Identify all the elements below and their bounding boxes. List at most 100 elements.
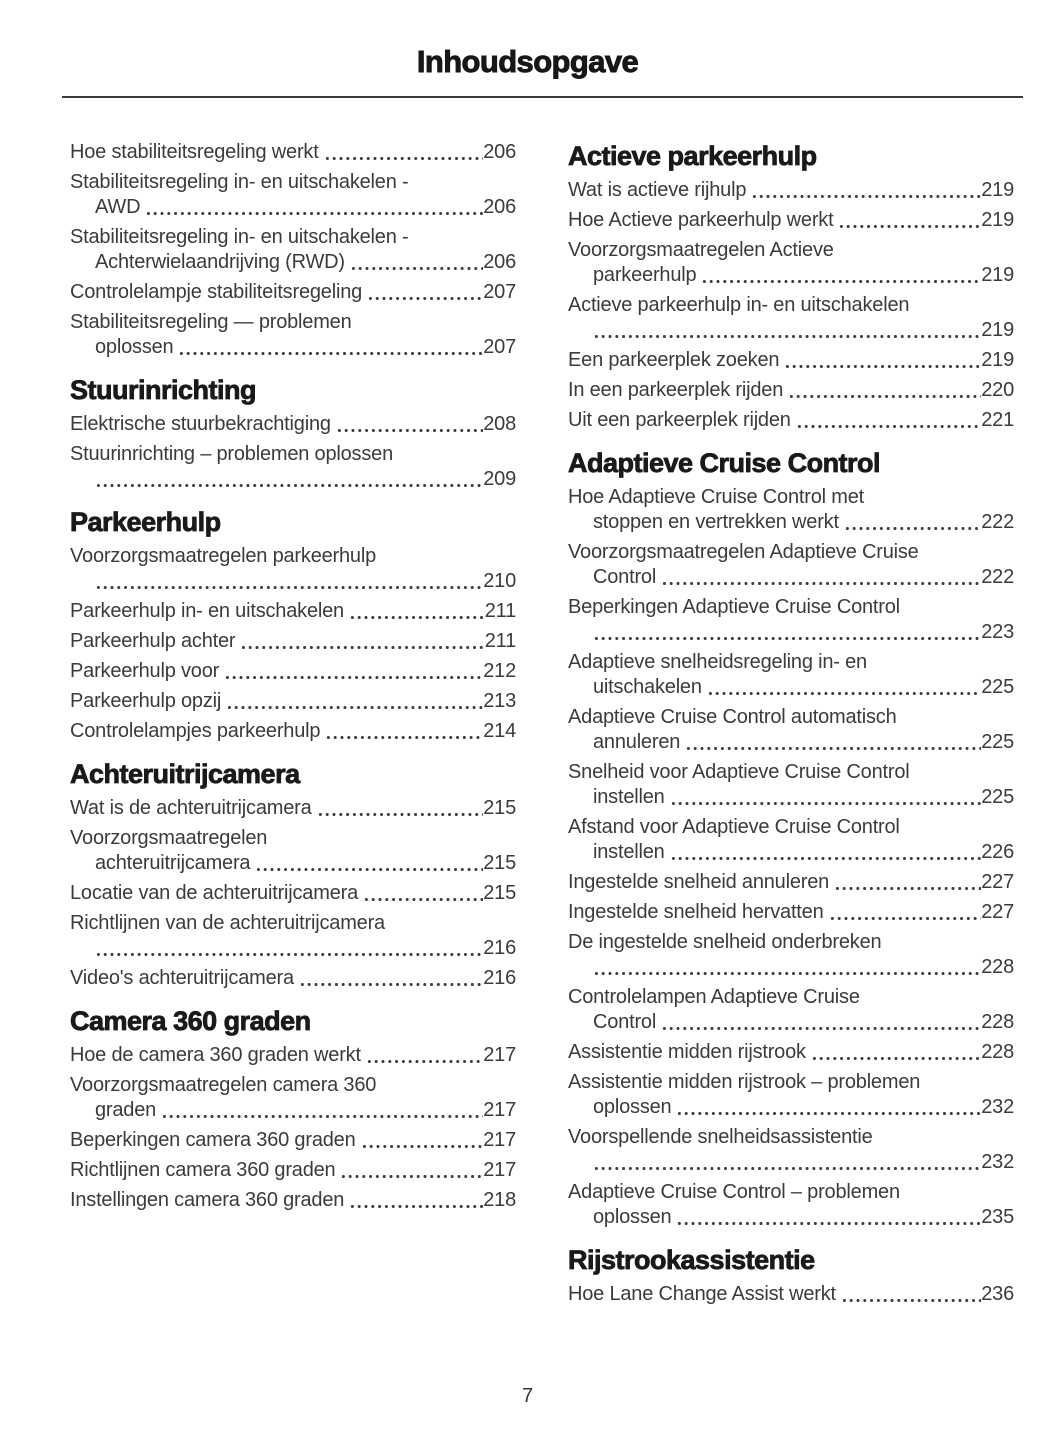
toc-entry-line: Een parkeerplek zoeken 219	[568, 348, 1014, 373]
dot-leader	[298, 966, 484, 991]
toc-entry: Hoe Actieve parkeerhulp werkt 219	[568, 208, 1014, 233]
toc-entry-page-number: 216	[483, 937, 516, 959]
toc-entry-line: Richtlijnen camera 360 graden 217	[70, 1158, 516, 1183]
dot-leader	[367, 280, 484, 305]
toc-entry-text: Assistentie midden rijstrook	[568, 1041, 806, 1063]
toc-entry-text: Een parkeerplek zoeken	[568, 349, 780, 371]
toc-entry-line: Video's achteruitrijcamera 216	[70, 966, 516, 991]
toc-entry-page-number: 207	[483, 336, 516, 358]
dot-leader	[360, 1128, 484, 1153]
toc-entry-line: Parkeerhulp opzij 213	[70, 689, 516, 714]
toc-entry-text: Locatie van de achteruitrijcamera	[70, 882, 358, 904]
toc-entry-line: Voorzorgsmaatregelen Adaptieve Cruise	[568, 540, 1014, 565]
toc-entry-continuation-line: 219	[568, 318, 1014, 343]
dot-leader	[349, 250, 484, 275]
dot-leader	[365, 1043, 484, 1068]
dot-leader	[178, 335, 484, 360]
toc-entry: Voorzorgsmaatregelen Actieve parkeerhulp 2…	[568, 238, 1014, 288]
toc-entry-line: Assistentie midden rijstrook – problemen	[568, 1070, 1014, 1095]
toc-entry: Actieve parkeerhulp in- en uitschakelen 2…	[568, 293, 1014, 343]
toc-entry: Parkeerhulp voor 212	[70, 659, 516, 684]
toc-entry: Stabiliteitsregeling — problemen oplossen…	[70, 310, 516, 360]
toc-entry-text: achteruitrijcamera	[95, 852, 251, 874]
toc-entry: Een parkeerplek zoeken 219	[568, 348, 1014, 373]
dot-leader	[95, 569, 484, 594]
dot-leader	[838, 208, 982, 233]
toc-entry: Assistentie midden rijstrook 228	[568, 1040, 1014, 1065]
dot-leader	[145, 195, 484, 220]
page-number: 7	[521, 1385, 534, 1407]
toc-entry-line: Assistentie midden rijstrook 228	[568, 1040, 1014, 1065]
toc-entry-page-number: 227	[981, 871, 1014, 893]
toc-entry-text: Achterwielaandrijving (RWD)	[95, 251, 345, 273]
toc-entry-text: uitschakelen	[593, 676, 702, 698]
toc-entry-text: Assistentie midden rijstrook – problemen	[568, 1071, 921, 1093]
toc-entry-text: oplossen	[593, 1096, 672, 1118]
toc-entry-text: Beperkingen Adaptieve Cruise Control	[568, 596, 900, 618]
toc-entry-page-number: 228	[981, 956, 1014, 978]
toc-entry-text: Stabiliteitsregeling in- en uitschakelen…	[70, 226, 409, 248]
toc-entry-line: Elektrische stuurbekrachtiging 208	[70, 412, 516, 437]
dot-leader	[161, 1098, 484, 1123]
toc-entry-line: Voorspellende snelheidsassistentie	[568, 1125, 1014, 1150]
toc-entry-line: Controlelampen Adaptieve Cruise	[568, 985, 1014, 1010]
toc-entry: Assistentie midden rijstrook – problemen…	[568, 1070, 1014, 1120]
dot-leader	[593, 955, 982, 980]
toc-entry-text: Wat is actieve rijhulp	[568, 179, 747, 201]
toc-entry-page-number: 220	[981, 379, 1014, 401]
dot-leader	[348, 599, 485, 624]
toc-entry: Richtlijnen camera 360 graden 217	[70, 1158, 516, 1183]
toc-entry-line: Hoe Lane Change Assist werkt 236	[568, 1282, 1014, 1307]
toc-entry-page-number: 235	[981, 1206, 1014, 1228]
toc-entry: In een parkeerplek rijden 220	[568, 378, 1014, 403]
toc-entry: Locatie van de achteruitrijcamera 215	[70, 881, 516, 906]
toc-entry: Snelheid voor Adaptieve Cruise Control in…	[568, 760, 1014, 810]
toc-entry-line: Locatie van de achteruitrijcamera 215	[70, 881, 516, 906]
dot-leader	[828, 900, 982, 925]
dot-leader	[255, 851, 484, 876]
toc-entry-page-number: 219	[981, 264, 1014, 286]
toc-entry-line: Parkeerhulp voor 212	[70, 659, 516, 684]
toc-entry: Adaptieve Cruise Control automatisch annu…	[568, 705, 1014, 755]
toc-entry-line: Hoe stabiliteitsregeling werkt 206	[70, 140, 516, 165]
toc-entry-continuation-line: 232	[568, 1150, 1014, 1175]
toc-entry-page-number: 219	[981, 349, 1014, 371]
toc-section-heading: Achteruitrijcamera	[70, 759, 301, 790]
toc-entry-page-number: 214	[483, 720, 516, 742]
toc-entry-page-number: 222	[981, 566, 1014, 588]
toc-entry-page-number: 215	[483, 882, 516, 904]
dot-leader	[810, 1040, 982, 1065]
toc-entry-page-number: 221	[981, 409, 1014, 431]
toc-entry-text: Parkeerhulp achter	[70, 630, 236, 652]
toc-entry: Hoe Adaptieve Cruise Control met stoppen …	[568, 485, 1014, 535]
toc-entry-text: Stabiliteitsregeling — problemen	[70, 311, 352, 333]
toc-entry-continuation-line: stoppen en vertrekken werkt 222	[568, 510, 1014, 535]
toc-entry: De ingestelde snelheid onderbreken 228	[568, 930, 1014, 980]
header-divider	[62, 96, 1023, 98]
toc-entry-line: Hoe Adaptieve Cruise Control met	[568, 485, 1014, 510]
dot-leader	[363, 881, 484, 906]
toc-entry-page-number: 225	[981, 731, 1014, 753]
toc-entry: Parkeerhulp in- en uitschakelen 211	[70, 599, 516, 624]
toc-entry-text: annuleren	[593, 731, 681, 753]
toc-entry-line: Voorzorgsmaatregelen Actieve	[568, 238, 1014, 263]
toc-entry-line: Wat is de achteruitrijcamera 215	[70, 796, 516, 821]
toc-entry-text: parkeerhulp	[593, 264, 697, 286]
toc-entry-page-number: 223	[981, 621, 1014, 643]
toc-entry: Hoe stabiliteitsregeling werkt 206	[70, 140, 516, 165]
toc-entry-text: Wat is de achteruitrijcamera	[70, 797, 312, 819]
toc-entry-line: Parkeerhulp achter 211	[70, 629, 516, 654]
dot-leader	[224, 659, 484, 684]
toc-entry-line: Hoe de camera 360 graden werkt 217	[70, 1043, 516, 1068]
toc-entry-page-number: 207	[483, 281, 516, 303]
toc-entry: Ingestelde snelheid annuleren 227	[568, 870, 1014, 895]
toc-entry-page-number: 206	[483, 141, 516, 163]
toc-entry-page-number: 217	[483, 1159, 516, 1181]
toc-entry: Voorzorgsmaatregelen Adaptieve Cruise Con…	[568, 540, 1014, 590]
toc-entry-continuation-line: oplossen 235	[568, 1205, 1014, 1230]
toc-entry-continuation-line: 210	[70, 569, 516, 594]
toc-entry-continuation-line: Control 222	[568, 565, 1014, 590]
toc-entry-continuation-line: AWD 206	[70, 195, 516, 220]
toc-section-heading: Adaptieve Cruise Control	[568, 448, 881, 479]
